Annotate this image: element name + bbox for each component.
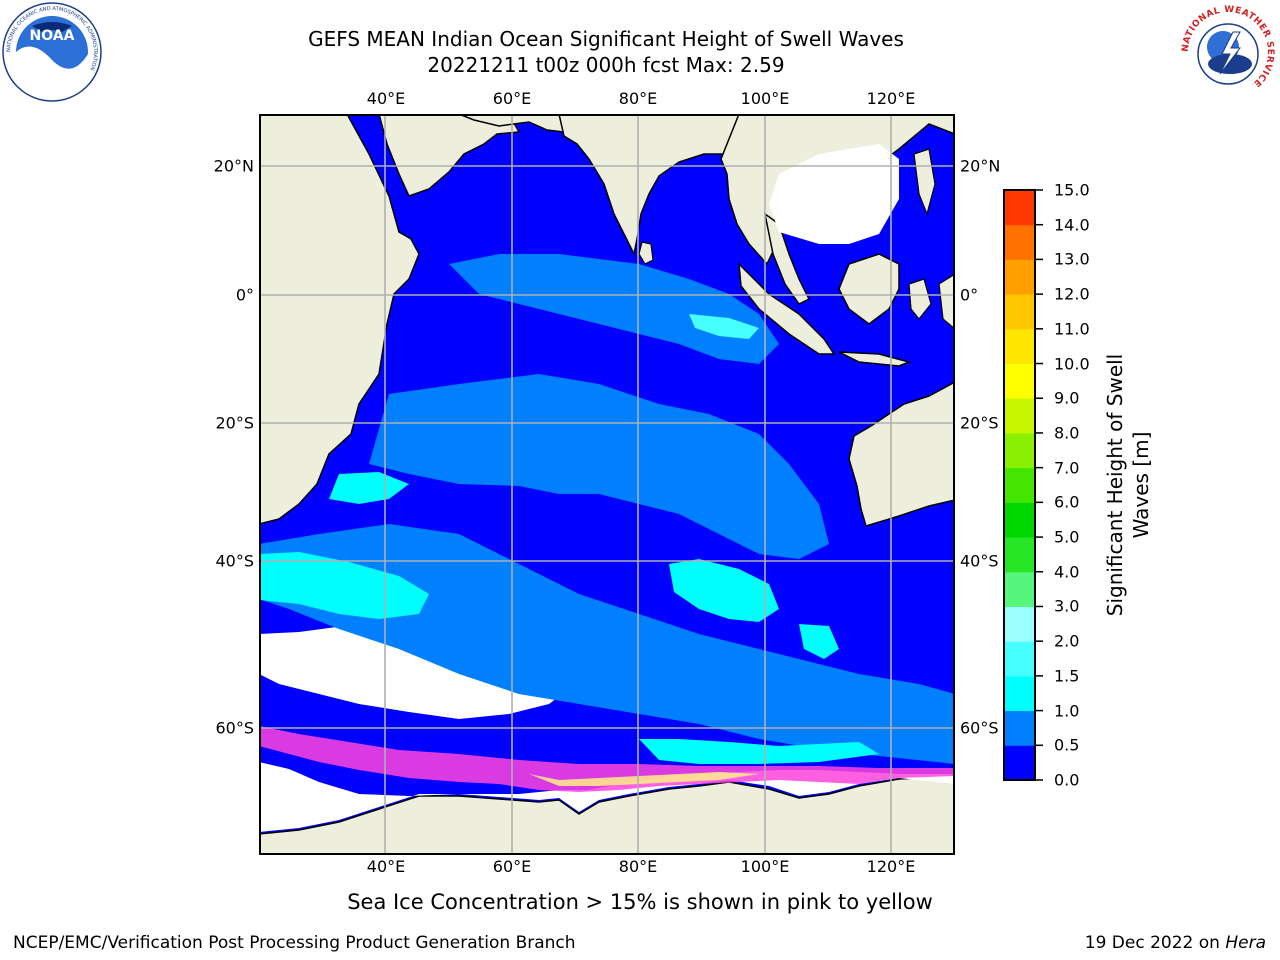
colorbar-segment <box>1004 606 1035 642</box>
colorbar-tick-label: 14.0 <box>1054 215 1090 235</box>
swell-10-band <box>259 552 429 619</box>
colorbar-segment <box>1004 537 1035 573</box>
colorbar-tick-label: 0.0 <box>1054 770 1080 790</box>
lon-label-top-100e: 100°E <box>740 89 790 108</box>
lat-label-right-0: 0° <box>960 285 979 305</box>
colorbar-segment <box>1004 259 1035 295</box>
colorbar-segment <box>1004 363 1035 399</box>
sea-ice-caption: Sea Ice Concentration > 15% is shown in … <box>347 890 933 914</box>
colorbar-segment <box>1004 571 1035 607</box>
colorbar-segment <box>1004 641 1035 677</box>
map-title: GEFS MEAN Indian Ocean Significant Heigh… <box>308 27 904 51</box>
land-new-guinea <box>938 273 955 330</box>
nws-logo: NATIONAL WEATHER SERVICE <box>1180 4 1276 100</box>
colorbar-tick-label: 10.0 <box>1054 354 1090 374</box>
lat-label-left-20s: 20°S <box>215 413 254 433</box>
colorbar-tick-label: 1.5 <box>1054 666 1080 686</box>
colorbar-tick-label: 13.0 <box>1054 249 1090 269</box>
colorbar-segment <box>1004 745 1035 781</box>
colorbar-segment <box>1004 432 1035 469</box>
lat-label-right-20s: 20°S <box>960 413 999 433</box>
colorbar-tick-label: 7.0 <box>1054 458 1080 478</box>
lon-label-top-80e: 80°E <box>618 89 658 108</box>
footer-date-text: 19 Dec 2022 on <box>1084 933 1226 953</box>
colorbar-tick-label: 4.0 <box>1054 562 1080 582</box>
land-arabia <box>378 114 521 197</box>
lat-label-left-60s: 60°S <box>215 718 254 738</box>
lon-label-top-40e: 40°E <box>366 89 406 108</box>
swell-10-band-5 <box>799 624 839 659</box>
colorbar-tick-label: 0.5 <box>1054 735 1080 755</box>
colorbar-tick-label: 3.0 <box>1054 596 1080 616</box>
colorbar-segment <box>1004 502 1035 538</box>
noaa-logo: NATIONAL OCEANIC AND ATMOSPHERIC ADMINIS… <box>2 2 102 102</box>
lat-label-right-20n: 20°N <box>960 156 1001 176</box>
land-australia <box>848 381 955 527</box>
lat-label-left-40s: 40°S <box>215 551 254 571</box>
lon-label-bottom-60e: 60°E <box>492 857 532 876</box>
colorbar-label-line2: Waves [m] <box>1129 431 1153 539</box>
colorbar-label: Significant Height of Swell Waves [m] <box>1102 354 1154 616</box>
colorbar-tick-label: 12.0 <box>1054 284 1090 304</box>
colorbar-tick-label: 1.0 <box>1054 701 1080 721</box>
footer-date: 19 Dec 2022 on Hera <box>1085 933 1266 953</box>
colorbar-tick-label: 2.0 <box>1054 631 1080 651</box>
colorbar-frame <box>1003 189 1036 781</box>
colorbar-tick-label: 15.0 <box>1054 180 1090 200</box>
swell-10-band-3 <box>639 739 879 764</box>
colorbar-tick-label: 8.0 <box>1054 423 1080 443</box>
land-sumatra <box>738 262 836 355</box>
lat-label-left-20n: 20°N <box>213 156 254 176</box>
colorbar-segment <box>1004 224 1035 260</box>
colorbar-tick-label: 11.0 <box>1054 319 1090 339</box>
footer-producer: NCEP/EMC/Verification Post Processing Pr… <box>13 933 576 953</box>
map-subtitle: 20221211 t00z 000h fcst Max: 2.59 <box>427 53 785 77</box>
lon-label-bottom-120e: 120°E <box>866 857 916 876</box>
swell-05-band-north <box>449 254 779 364</box>
lon-label-top-120e: 120°E <box>866 89 916 108</box>
sea-ice-yellow <box>529 772 759 786</box>
colorbar-segment <box>1004 398 1035 434</box>
colorbar-tick-label: 6.0 <box>1054 492 1080 512</box>
colorbar-tick-label: 5.0 <box>1054 527 1080 547</box>
colorbar-tick-label: 9.0 <box>1054 388 1080 408</box>
lat-label-left-0: 0° <box>235 285 254 305</box>
colorbar-segment <box>1004 675 1035 712</box>
sea-ice-band <box>259 726 955 792</box>
land-africa <box>259 114 420 525</box>
swell-10-band-4 <box>329 472 409 504</box>
swell-05-band <box>369 374 829 559</box>
colorbar <box>1003 189 1043 781</box>
footer-host: Hera <box>1225 933 1266 953</box>
swell-15-band <box>689 314 759 339</box>
lat-label-right-60s: 60°S <box>960 718 999 738</box>
graticule <box>259 114 955 855</box>
noaa-logo-text: NOAA <box>30 28 75 44</box>
lon-label-top-60e: 60°E <box>492 89 532 108</box>
colorbar-segment <box>1004 294 1035 330</box>
land-india <box>558 114 740 257</box>
lon-label-bottom-80e: 80°E <box>618 857 658 876</box>
lon-label-bottom-40e: 40°E <box>366 857 406 876</box>
colorbar-segment <box>1004 328 1035 365</box>
colorbar-segment <box>1004 710 1035 746</box>
colorbar-segment <box>1004 467 1035 503</box>
lon-label-bottom-100e: 100°E <box>740 857 790 876</box>
white-land-region <box>769 144 899 244</box>
swell-height-map <box>259 114 955 855</box>
land-sri-lanka <box>638 241 654 265</box>
colorbar-segment <box>1004 190 1035 226</box>
colorbar-label-line1: Significant Height of Swell <box>1103 353 1127 617</box>
swell-05-band-south <box>259 524 955 764</box>
land-malay-peninsula <box>763 212 811 305</box>
map-frame <box>259 114 955 855</box>
lat-label-right-40s: 40°S <box>960 551 999 571</box>
swell-10-band-2 <box>669 559 779 622</box>
land-sulawesi <box>908 278 932 320</box>
